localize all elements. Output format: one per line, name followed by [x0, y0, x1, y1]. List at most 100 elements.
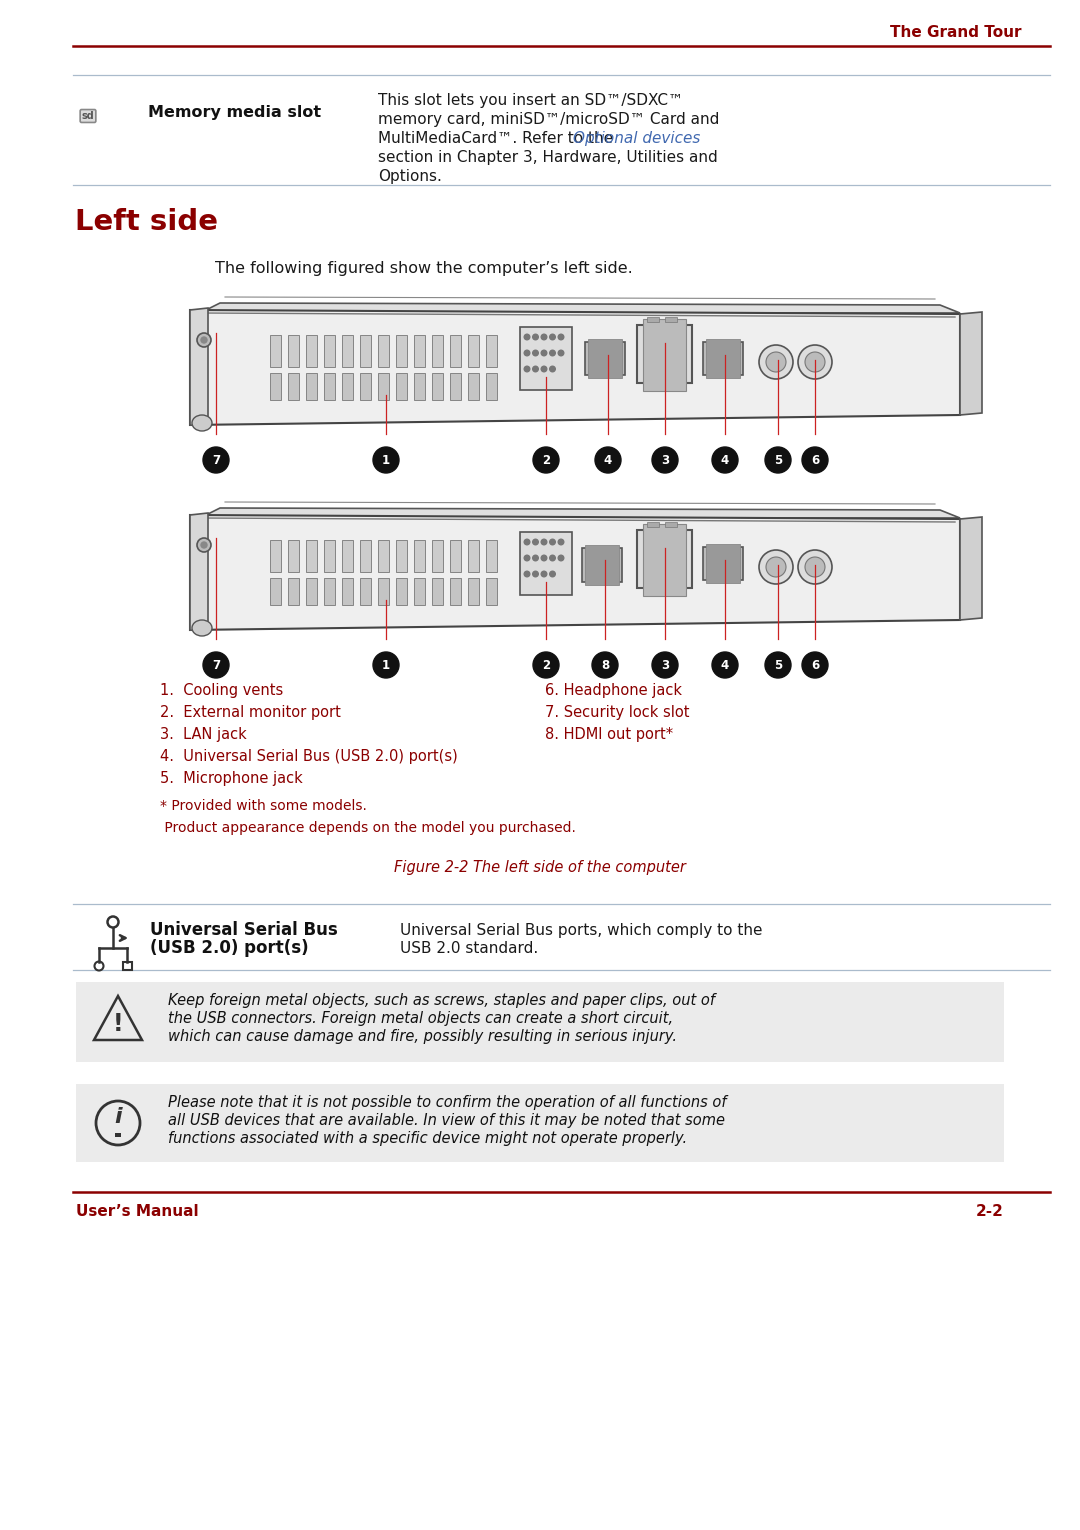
- Text: USB 2.0 standard.: USB 2.0 standard.: [400, 941, 538, 956]
- Circle shape: [373, 652, 399, 678]
- Circle shape: [550, 366, 555, 372]
- Text: memory card, miniSD™/microSD™ Card and: memory card, miniSD™/microSD™ Card and: [378, 112, 719, 127]
- Polygon shape: [414, 540, 426, 572]
- Circle shape: [541, 571, 546, 577]
- Polygon shape: [94, 996, 141, 1040]
- Text: 1: 1: [382, 658, 390, 672]
- Bar: [703, 548, 743, 580]
- Circle shape: [532, 366, 538, 372]
- FancyBboxPatch shape: [76, 982, 1004, 1062]
- Polygon shape: [342, 373, 353, 399]
- Polygon shape: [486, 578, 497, 604]
- Circle shape: [550, 350, 555, 356]
- Polygon shape: [324, 335, 335, 367]
- Text: This slot lets you insert an SD™/SDXC™: This slot lets you insert an SD™/SDXC™: [378, 92, 684, 107]
- Text: 4: 4: [604, 453, 612, 467]
- Circle shape: [550, 555, 555, 562]
- Polygon shape: [270, 540, 281, 572]
- Text: 3.  LAN jack: 3. LAN jack: [160, 727, 246, 742]
- Circle shape: [558, 555, 564, 562]
- Polygon shape: [396, 335, 407, 367]
- Text: * Provided with some models.: * Provided with some models.: [160, 799, 367, 812]
- Text: The following figured show the computer’s left side.: The following figured show the computer’…: [215, 260, 633, 275]
- Polygon shape: [360, 578, 372, 604]
- Text: 7. Security lock slot: 7. Security lock slot: [545, 704, 689, 719]
- Bar: [637, 324, 692, 382]
- Text: 7: 7: [212, 453, 220, 467]
- Circle shape: [558, 539, 564, 545]
- Bar: [647, 317, 659, 321]
- Text: 2: 2: [542, 658, 550, 672]
- Circle shape: [712, 447, 738, 473]
- Text: 5.  Microphone jack: 5. Microphone jack: [160, 771, 302, 785]
- Polygon shape: [468, 335, 480, 367]
- Circle shape: [541, 539, 546, 545]
- Text: 5: 5: [774, 658, 782, 672]
- Bar: [114, 1134, 121, 1137]
- Circle shape: [550, 539, 555, 545]
- Polygon shape: [432, 335, 443, 367]
- Text: 6: 6: [811, 658, 819, 672]
- Circle shape: [541, 366, 546, 372]
- Circle shape: [759, 549, 793, 584]
- Polygon shape: [450, 540, 461, 572]
- Polygon shape: [432, 540, 443, 572]
- Polygon shape: [270, 578, 281, 604]
- Polygon shape: [342, 578, 353, 604]
- Polygon shape: [360, 335, 372, 367]
- Polygon shape: [378, 335, 389, 367]
- Circle shape: [532, 350, 538, 356]
- Text: Figure 2-2 The left side of the computer: Figure 2-2 The left side of the computer: [394, 860, 686, 875]
- Circle shape: [798, 344, 832, 379]
- Polygon shape: [450, 578, 461, 604]
- Polygon shape: [960, 312, 982, 415]
- Text: 3: 3: [661, 658, 670, 672]
- Bar: [585, 343, 625, 375]
- Polygon shape: [342, 540, 353, 572]
- Bar: [643, 523, 686, 597]
- Circle shape: [550, 571, 555, 577]
- Polygon shape: [306, 335, 318, 367]
- Text: functions associated with a specific device might not operate properly.: functions associated with a specific dev…: [168, 1131, 687, 1146]
- Text: 6: 6: [811, 453, 819, 467]
- Text: i: i: [114, 1108, 122, 1128]
- Text: 2-2: 2-2: [976, 1204, 1004, 1219]
- Circle shape: [802, 652, 828, 678]
- Circle shape: [524, 555, 530, 562]
- Circle shape: [524, 366, 530, 372]
- Circle shape: [532, 334, 538, 340]
- Polygon shape: [306, 578, 318, 604]
- Text: !: !: [112, 1011, 123, 1036]
- Text: Please note that it is not possible to confirm the operation of all functions of: Please note that it is not possible to c…: [168, 1094, 727, 1109]
- Polygon shape: [468, 540, 480, 572]
- Circle shape: [592, 652, 618, 678]
- Polygon shape: [360, 373, 372, 399]
- Polygon shape: [378, 373, 389, 399]
- Circle shape: [541, 555, 546, 562]
- Text: 7: 7: [212, 658, 220, 672]
- Polygon shape: [396, 578, 407, 604]
- FancyBboxPatch shape: [76, 1083, 1004, 1161]
- Circle shape: [765, 652, 791, 678]
- Polygon shape: [360, 540, 372, 572]
- Polygon shape: [486, 373, 497, 399]
- Circle shape: [96, 1102, 140, 1144]
- Text: 1.  Cooling vents: 1. Cooling vents: [160, 682, 283, 698]
- Circle shape: [534, 652, 559, 678]
- Text: User’s Manual: User’s Manual: [76, 1204, 199, 1219]
- Text: 1: 1: [382, 453, 390, 467]
- Circle shape: [805, 352, 825, 372]
- Bar: [643, 318, 686, 392]
- Polygon shape: [342, 335, 353, 367]
- Bar: [123, 962, 132, 970]
- Polygon shape: [288, 335, 299, 367]
- Text: Universal Serial Bus: Universal Serial Bus: [150, 921, 338, 939]
- Polygon shape: [288, 540, 299, 572]
- Circle shape: [805, 557, 825, 577]
- Circle shape: [524, 539, 530, 545]
- Text: 4.  Universal Serial Bus (USB 2.0) port(s): 4. Universal Serial Bus (USB 2.0) port(s…: [160, 748, 458, 763]
- Circle shape: [550, 334, 555, 340]
- Bar: [665, 522, 677, 526]
- Text: MultiMediaCard™. Refer to the: MultiMediaCard™. Refer to the: [378, 130, 618, 145]
- Circle shape: [802, 447, 828, 473]
